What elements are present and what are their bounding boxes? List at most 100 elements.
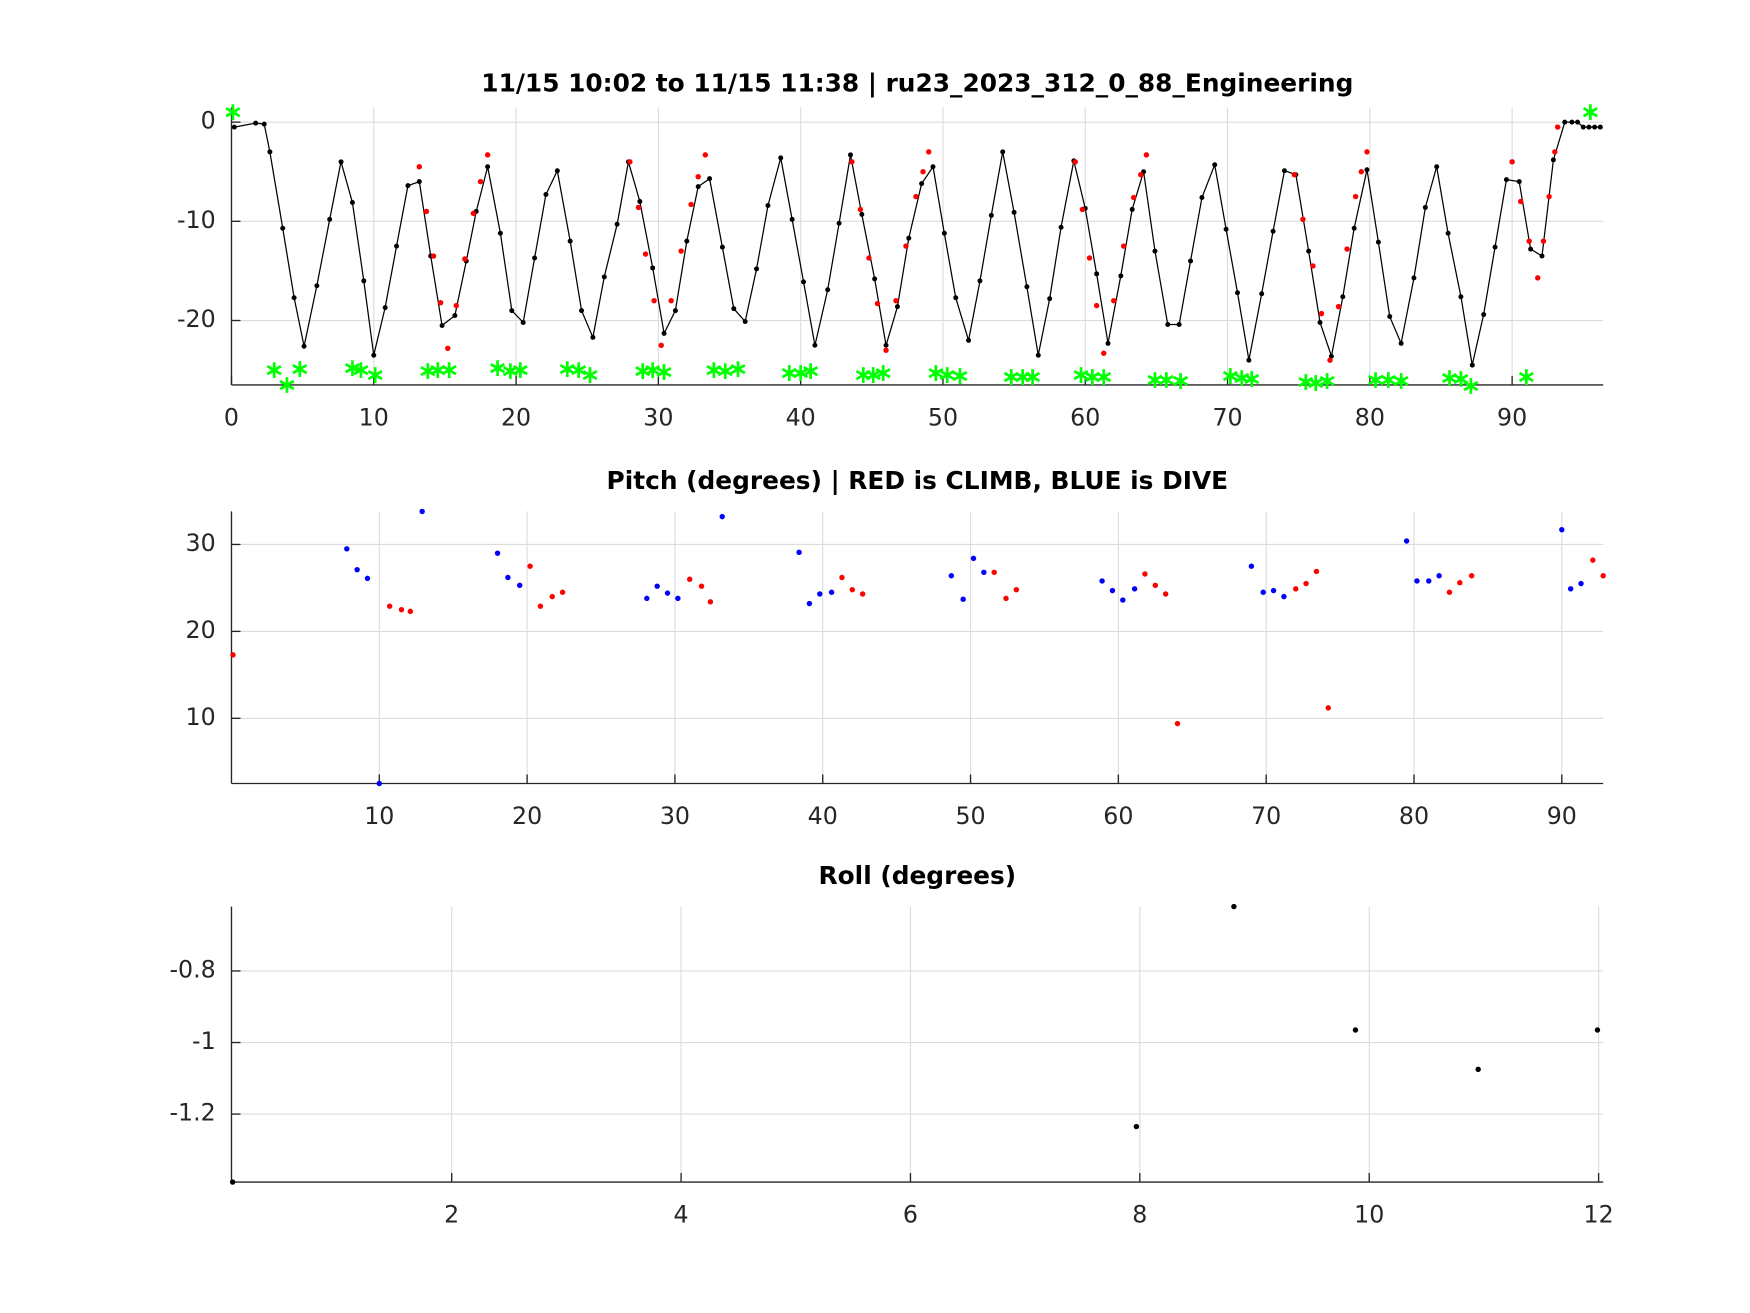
point <box>1306 248 1312 254</box>
point <box>1328 353 1334 359</box>
point <box>874 300 881 307</box>
point <box>1469 362 1475 368</box>
point <box>1024 284 1030 290</box>
point <box>376 780 383 787</box>
y-tick-label: -0.8 <box>169 955 215 983</box>
asterisk-marker <box>1380 372 1396 388</box>
point <box>1526 238 1532 244</box>
point <box>532 255 538 261</box>
point <box>371 352 377 358</box>
point <box>695 184 701 190</box>
point <box>1281 593 1287 600</box>
y-tick-label: 0 <box>201 107 216 135</box>
point <box>407 608 414 615</box>
asterisk-marker <box>582 367 598 383</box>
y-tick-label: 20 <box>186 616 216 644</box>
point <box>668 297 674 304</box>
point <box>398 606 405 613</box>
point <box>1387 314 1393 320</box>
point <box>1000 149 1006 155</box>
asterisk-marker <box>656 364 672 380</box>
x-tick-label: 50 <box>955 802 985 830</box>
point <box>549 593 555 600</box>
asterisk-marker <box>367 367 383 383</box>
point <box>913 193 919 200</box>
point <box>1152 582 1159 589</box>
point <box>637 198 643 204</box>
asterisk-marker <box>1518 369 1534 385</box>
point <box>559 589 566 595</box>
point <box>437 299 444 306</box>
asterisk-marker <box>928 365 944 381</box>
x-tick-label: 8 <box>1132 1200 1147 1228</box>
point <box>1099 578 1105 584</box>
point <box>505 574 511 581</box>
asterisk-marker <box>730 361 746 378</box>
point <box>930 164 936 170</box>
point <box>291 295 297 301</box>
asterisk-marker <box>875 365 891 381</box>
point <box>1138 171 1144 178</box>
point <box>688 201 694 208</box>
x-tick-label: 60 <box>1103 802 1133 830</box>
point <box>1199 195 1205 200</box>
point <box>702 152 709 158</box>
point <box>893 297 899 304</box>
point <box>1079 206 1086 213</box>
y-tick-label: 10 <box>186 703 216 731</box>
point <box>801 279 806 285</box>
point <box>230 652 236 658</box>
x-tick-label: 4 <box>674 1200 689 1228</box>
x-tick-label: 80 <box>1399 802 1429 830</box>
point <box>1176 321 1182 327</box>
point <box>859 211 865 217</box>
point <box>1129 206 1135 212</box>
point <box>1375 239 1381 245</box>
point <box>1246 357 1252 363</box>
point <box>614 221 620 227</box>
point <box>1165 321 1171 327</box>
x-tick-label: 30 <box>660 802 690 830</box>
point <box>1422 204 1428 210</box>
point <box>849 586 856 593</box>
point <box>1162 591 1169 597</box>
point <box>1072 159 1078 165</box>
point <box>1212 162 1218 168</box>
asterisk-marker <box>1073 367 1089 383</box>
point <box>672 308 678 314</box>
asterisk-marker <box>1308 375 1324 391</box>
point <box>857 206 864 213</box>
point <box>1398 340 1404 346</box>
point <box>1231 903 1237 910</box>
point <box>590 334 596 340</box>
point <box>280 225 286 231</box>
point <box>695 173 701 180</box>
point <box>1248 563 1255 569</box>
point <box>1270 587 1277 594</box>
point <box>1509 159 1515 165</box>
point <box>1492 244 1498 250</box>
point <box>382 305 388 311</box>
point <box>1013 586 1020 593</box>
point <box>765 202 771 208</box>
point <box>394 243 400 249</box>
asterisk-marker <box>571 362 587 379</box>
point <box>817 591 823 597</box>
x-tick-label: 2 <box>444 1200 459 1228</box>
point <box>1546 193 1552 200</box>
point <box>1539 253 1545 259</box>
asterisk-marker <box>717 363 733 379</box>
point <box>966 337 972 343</box>
point <box>494 550 501 556</box>
point <box>707 599 714 605</box>
point <box>327 216 333 222</box>
point <box>719 244 725 250</box>
point <box>1426 578 1432 584</box>
point <box>1586 124 1592 130</box>
point <box>1600 573 1606 579</box>
point <box>1364 149 1370 155</box>
point <box>430 253 437 259</box>
point <box>1118 273 1124 279</box>
